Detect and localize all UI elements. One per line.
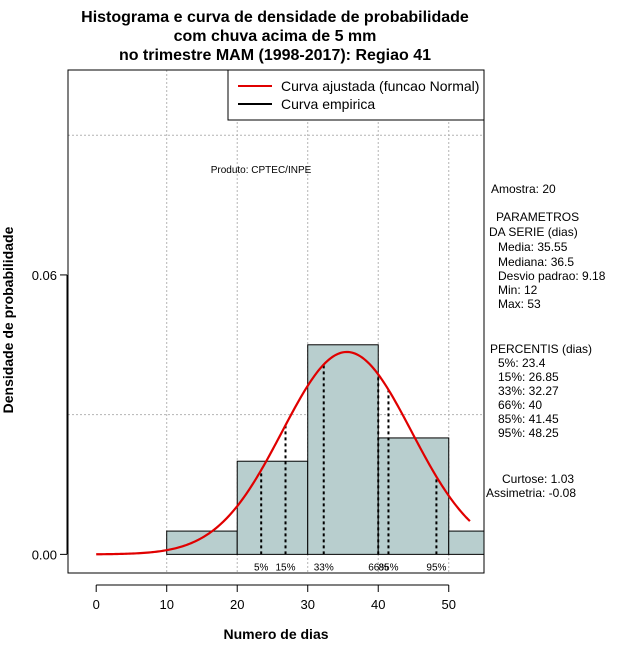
parameters-title-1: PARAMETROS: [496, 210, 579, 224]
percentile-66: 66%: 40: [498, 398, 542, 412]
legend-label-empirical: Curva empirica: [281, 96, 375, 112]
percentile-label: 15%: [276, 562, 296, 573]
stat-mean: Media: 35.55: [498, 240, 568, 254]
percentile-85: 85%: 41.45: [498, 412, 559, 426]
legend-label-fitted: Curva ajustada (funcao Normal): [281, 78, 479, 94]
percentile-label: 66%: [368, 562, 388, 573]
percentile-33: 33%: 32.27: [498, 384, 559, 398]
histogram-bar: [307, 344, 379, 555]
y-tick-label: 0.00: [32, 547, 57, 562]
chart-title-line-3: no trimestre MAM (1998-2017): Regiao 41: [119, 47, 431, 64]
sample-size: Amostra: 20: [491, 182, 556, 196]
percentiles-title: PERCENTIS (dias): [490, 342, 592, 356]
axes: 0 10 20 30 40 50 0.00 0.06: [32, 268, 456, 612]
stat-max: Max: 53: [498, 297, 541, 311]
x-tick-label: 50: [442, 597, 456, 612]
histogram-bar: [236, 460, 309, 555]
histogram-bar: [448, 530, 485, 555]
kurtosis: Curtose: 1.03: [502, 472, 574, 486]
statistics-panel: Amostra: 20 PARAMETROS DA SERIE (dias) M…: [486, 182, 606, 500]
percentile-label: 85%: [378, 562, 398, 573]
histogram-bar: [166, 530, 238, 555]
percentile-label: 5%: [254, 562, 269, 573]
x-tick-label: 20: [230, 597, 244, 612]
legend-box: [227, 69, 485, 121]
normal-curve-layer: [96, 350, 471, 556]
x-tick-label: 30: [300, 597, 314, 612]
percentile-label: 95%: [426, 562, 446, 573]
x-axis-title: Numero de dias: [223, 626, 328, 642]
percentile-15: 15%: 26.85: [498, 370, 559, 384]
x-tick-label: 0: [93, 597, 100, 612]
y-axis-title: Densidade de probabilidade: [0, 226, 16, 413]
product-annotation: Produto: CPTEC/INPE: [211, 165, 312, 176]
normal-curve: [96, 350, 471, 556]
parameters-title-2: DA SERIE (dias): [489, 225, 578, 239]
percentile-label: 33%: [314, 562, 334, 573]
stat-median: Mediana: 36.5: [498, 255, 574, 269]
legend: Curva ajustada (funcao Normal) Curva emp…: [227, 69, 485, 121]
histogram-bars: [166, 344, 485, 555]
chart-title-line-1: Histograma e curva de densidade de proba…: [81, 9, 469, 26]
percentile-95: 95%: 48.25: [498, 426, 559, 440]
chart-title-line-2: com chuva acima de 5 mm: [174, 28, 377, 45]
y-tick-label: 0.06: [32, 268, 57, 283]
stat-min: Min: 12: [498, 283, 538, 297]
stat-std: Desvio padrao: 9.18: [498, 269, 606, 283]
percentile-5: 5%: 23.4: [498, 356, 546, 370]
skewness: Assimetria: -0.08: [486, 486, 576, 500]
x-tick-label: 10: [159, 597, 173, 612]
grid-lines: [68, 70, 484, 573]
x-tick-label: 40: [371, 597, 385, 612]
percentile-lines: 5% 15% 33% 66%85% 95%: [254, 364, 447, 573]
